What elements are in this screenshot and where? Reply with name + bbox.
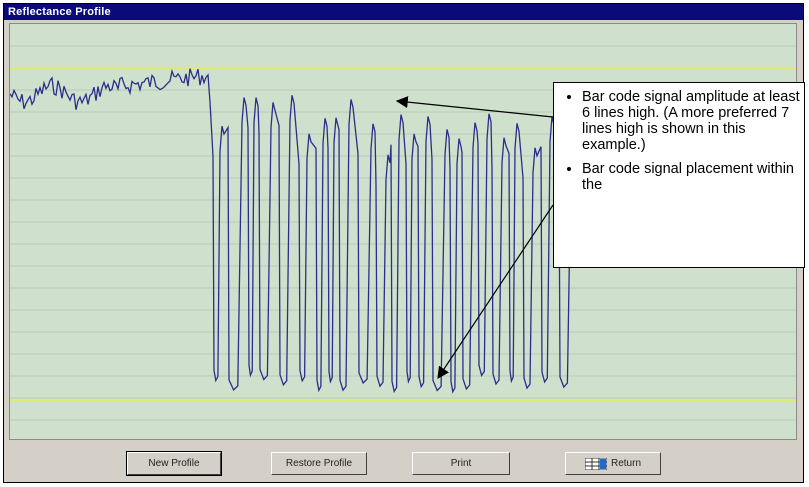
annotation-list: Bar code signal amplitude at least 6 lin… [564, 89, 800, 193]
window-title: Reflectance Profile [4, 4, 803, 20]
print-button[interactable]: Print [412, 452, 510, 475]
restore-profile-label: Restore Profile [285, 458, 353, 469]
reflectance-signal [10, 68, 576, 394]
button-bar: New Profile Restore Profile Print Return [9, 444, 797, 480]
annotation-item: Bar code signal amplitude at least 6 lin… [582, 89, 800, 153]
return-label: Return [610, 458, 641, 469]
annotation-item: Bar code signal placement within the [582, 161, 800, 193]
new-profile-button[interactable]: New Profile [126, 451, 222, 476]
return-button[interactable]: Return [565, 452, 661, 475]
restore-profile-button[interactable]: Restore Profile [271, 452, 367, 475]
new-profile-label: New Profile [148, 458, 200, 469]
grid-icon [584, 457, 608, 471]
print-label: Print [450, 458, 472, 469]
annotation-callout: Bar code signal amplitude at least 6 lin… [553, 82, 805, 268]
